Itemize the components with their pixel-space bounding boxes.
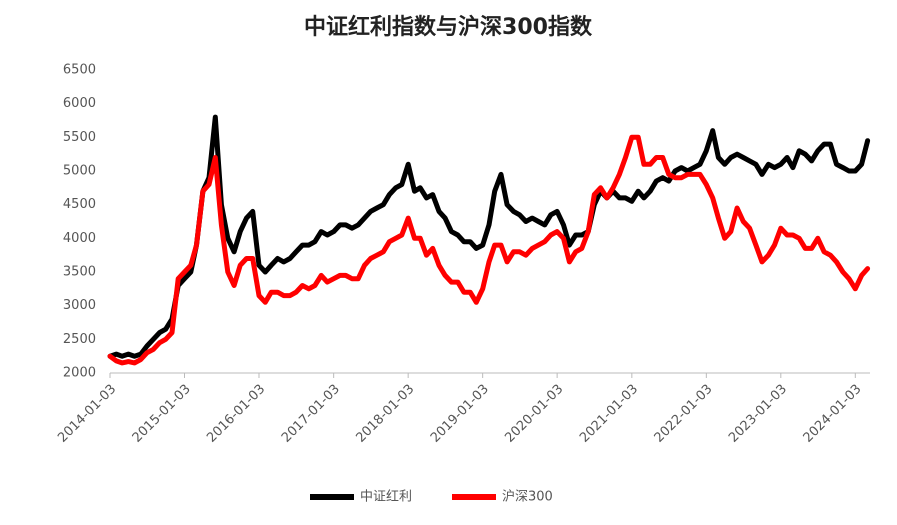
y-tick-label: 5000 [63,164,96,179]
legend-label: 中证红利 [360,489,412,505]
y-tick-label: 6500 [63,63,96,78]
y-tick-label: 2500 [63,332,96,347]
x-tick-label: 2022-01-03 [652,382,716,446]
y-tick-label: 5500 [63,130,96,145]
x-tick-label: 2015-01-03 [130,382,194,446]
x-tick-label: 2023-01-03 [726,382,790,446]
chart-title: 中证红利指数与沪深300指数 [304,14,593,40]
x-tick-label: 2016-01-03 [204,382,268,446]
y-tick-label: 6000 [63,96,96,111]
x-tick-label: 2019-01-03 [428,382,492,446]
x-tick-label: 2021-01-03 [577,382,641,446]
y-tick-label: 4500 [63,197,96,212]
series-line [107,114,871,359]
y-tick-label: 2000 [63,366,96,381]
series-line [107,134,871,366]
x-tick-label: 2020-01-03 [502,382,566,446]
y-tick-label: 3000 [63,298,96,313]
y-tick-label: 4000 [63,231,96,246]
y-tick-label: 3500 [63,265,96,280]
legend-label: 沪深300 [502,489,553,505]
x-tick-label: 2018-01-03 [353,382,417,446]
x-tick-label: 2014-01-03 [55,382,119,446]
x-tick-label: 2024-01-03 [801,382,865,446]
x-tick-label: 2017-01-03 [279,382,343,446]
